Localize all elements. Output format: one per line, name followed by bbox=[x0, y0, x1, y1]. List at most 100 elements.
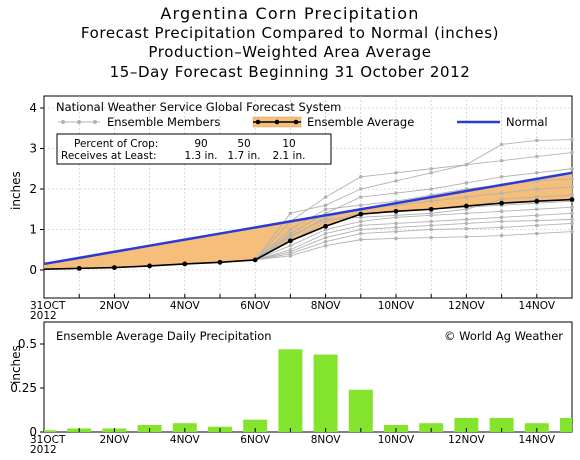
ensemble-member-point bbox=[288, 211, 293, 216]
ensemble-member-point bbox=[429, 219, 434, 224]
ensemble-average-point bbox=[323, 223, 328, 229]
daily-precip-bar bbox=[489, 417, 514, 432]
ensemble-member-point bbox=[394, 229, 398, 234]
legend-members-label: Ensemble Members bbox=[107, 115, 220, 129]
ensemble-member-point bbox=[323, 231, 328, 236]
legend-members-marker bbox=[77, 120, 81, 124]
ensemble-member-point bbox=[464, 217, 469, 222]
bottom-y-tick-label: 0 bbox=[29, 425, 37, 439]
chart-subtitle-1: Forecast Precipitation Compared to Norma… bbox=[80, 23, 500, 42]
ensemble-member-point bbox=[535, 223, 539, 228]
legend-normal-label: Normal bbox=[506, 115, 548, 129]
ensemble-member-point bbox=[394, 221, 398, 226]
ensemble-member-point bbox=[359, 175, 363, 179]
legend-members-marker bbox=[93, 120, 97, 124]
ensemble-member-point bbox=[464, 226, 469, 231]
ensemble-member-point bbox=[499, 225, 504, 230]
ensemble-member-point bbox=[570, 205, 574, 210]
ensemble-member-point bbox=[429, 223, 434, 228]
ensemble-member-point bbox=[359, 231, 363, 236]
top-y-axis: 0 1 2 3 4 bbox=[29, 101, 44, 277]
top-y-axis-label: inches bbox=[9, 171, 23, 210]
bottom-x-tick-sublabel: 2012 bbox=[30, 444, 57, 456]
ensemble-member-point bbox=[464, 195, 469, 199]
top-x-tick-label: 14NOV bbox=[519, 300, 556, 312]
legend-average-marker bbox=[274, 119, 280, 125]
top-x-tick-label: 31OCT bbox=[30, 300, 66, 312]
ensemble-member-point bbox=[570, 177, 574, 181]
top-gridlines bbox=[44, 96, 572, 298]
crop-table-row1-value: 10 bbox=[282, 138, 295, 150]
top-x-tick-sublabel: 2012 bbox=[30, 310, 57, 322]
ensemble-member-point bbox=[499, 233, 504, 238]
ensemble-member-point bbox=[429, 211, 434, 216]
ensemble-member-point bbox=[499, 219, 504, 224]
ensemble-member-point bbox=[499, 209, 504, 214]
crop-table-row1-value: 50 bbox=[237, 138, 250, 150]
daily-precip-bar bbox=[313, 354, 338, 432]
bottom-panel-frame bbox=[43, 321, 573, 433]
chart-subtitle-3: 15–Day Forecast Beginning 31 October 201… bbox=[109, 62, 471, 81]
ensemble-member-point bbox=[323, 239, 328, 244]
credit-text: © World Ag Weather bbox=[444, 329, 563, 343]
ensemble-member-point bbox=[570, 150, 574, 155]
chart-title: Argentina Corn Precipitation bbox=[160, 4, 420, 23]
ensemble-member-point bbox=[464, 207, 469, 212]
daily-precip-bar bbox=[243, 419, 268, 432]
legend-members-marker bbox=[61, 120, 65, 124]
ensemble-member-point bbox=[464, 162, 469, 167]
bottom-x-tick-label: 6NOV bbox=[240, 434, 271, 446]
forecast-fill-area-polygon bbox=[44, 172, 572, 270]
top-x-tick-label: 2NOV bbox=[99, 300, 130, 312]
crop-table-row1-value: 90 bbox=[194, 138, 207, 150]
crop-table-row2-value: 1.3 in. bbox=[185, 150, 218, 162]
ensemble-average-point bbox=[112, 265, 117, 270]
bottom-y-tick-label: 0.5 bbox=[18, 337, 37, 351]
ensemble-member-point bbox=[570, 217, 574, 222]
ensemble-average-point bbox=[428, 206, 434, 212]
ensemble-member-point bbox=[570, 166, 574, 171]
legend-average-label: Ensemble Average bbox=[307, 115, 414, 129]
bottom-y-axis: 0 0.25 0.5 bbox=[10, 337, 44, 439]
bottom-x-tick-label: 12NOV bbox=[448, 434, 485, 446]
daily-precip-bar bbox=[524, 423, 549, 432]
ensemble-member-point bbox=[288, 227, 293, 232]
ensemble-member-point bbox=[429, 227, 434, 232]
model-heading: National Weather Service Global Forecast… bbox=[56, 100, 341, 114]
ensemble-member-point bbox=[499, 175, 504, 179]
ensemble-member-point bbox=[464, 181, 469, 185]
ensemble-member-point bbox=[359, 203, 363, 207]
top-y-tick-label: 0 bbox=[29, 263, 37, 277]
ensemble-member-point bbox=[499, 197, 504, 201]
ensemble-member-point bbox=[535, 207, 539, 212]
ensemble-member-point bbox=[570, 211, 574, 216]
top-y-tick-label: 3 bbox=[29, 142, 37, 156]
daily-bars-group bbox=[44, 349, 572, 432]
ensemble-average-line bbox=[43, 198, 573, 270]
ensemble-average-point bbox=[76, 265, 82, 271]
ensemble-member-point bbox=[394, 213, 398, 218]
normal-line-group bbox=[43, 171, 573, 266]
ensemble-member-point bbox=[359, 187, 363, 191]
top-x-tick-label: 12NOV bbox=[448, 300, 485, 312]
top-x-tick-label: 6NOV bbox=[240, 300, 271, 312]
ensemble-member-point bbox=[570, 193, 574, 197]
top-x-tick-label: 8NOV bbox=[311, 300, 342, 312]
ensemble-member-point bbox=[429, 171, 434, 175]
bottom-x-tick-label: 14NOV bbox=[519, 434, 556, 446]
legend-normal: Normal bbox=[457, 115, 548, 129]
ensemble-member-point bbox=[323, 235, 328, 240]
ensemble-member-point bbox=[535, 218, 539, 223]
ensemble-member-point bbox=[394, 236, 398, 241]
crop-table-row2-value: 1.7 in. bbox=[228, 150, 261, 162]
ensemble-member-point bbox=[535, 154, 539, 159]
bottom-y-tick-label: 0.25 bbox=[10, 381, 37, 395]
chart-subtitle-2: Production–Weighted Area Average bbox=[148, 43, 432, 61]
bottom-y-axis-label: inches bbox=[9, 345, 23, 384]
ensemble-average-point bbox=[182, 261, 188, 267]
ensemble-member-point bbox=[535, 195, 539, 199]
daily-precip-bar bbox=[560, 417, 572, 432]
ensemble-member-point bbox=[323, 227, 328, 232]
ensemble-average-point bbox=[288, 238, 293, 244]
